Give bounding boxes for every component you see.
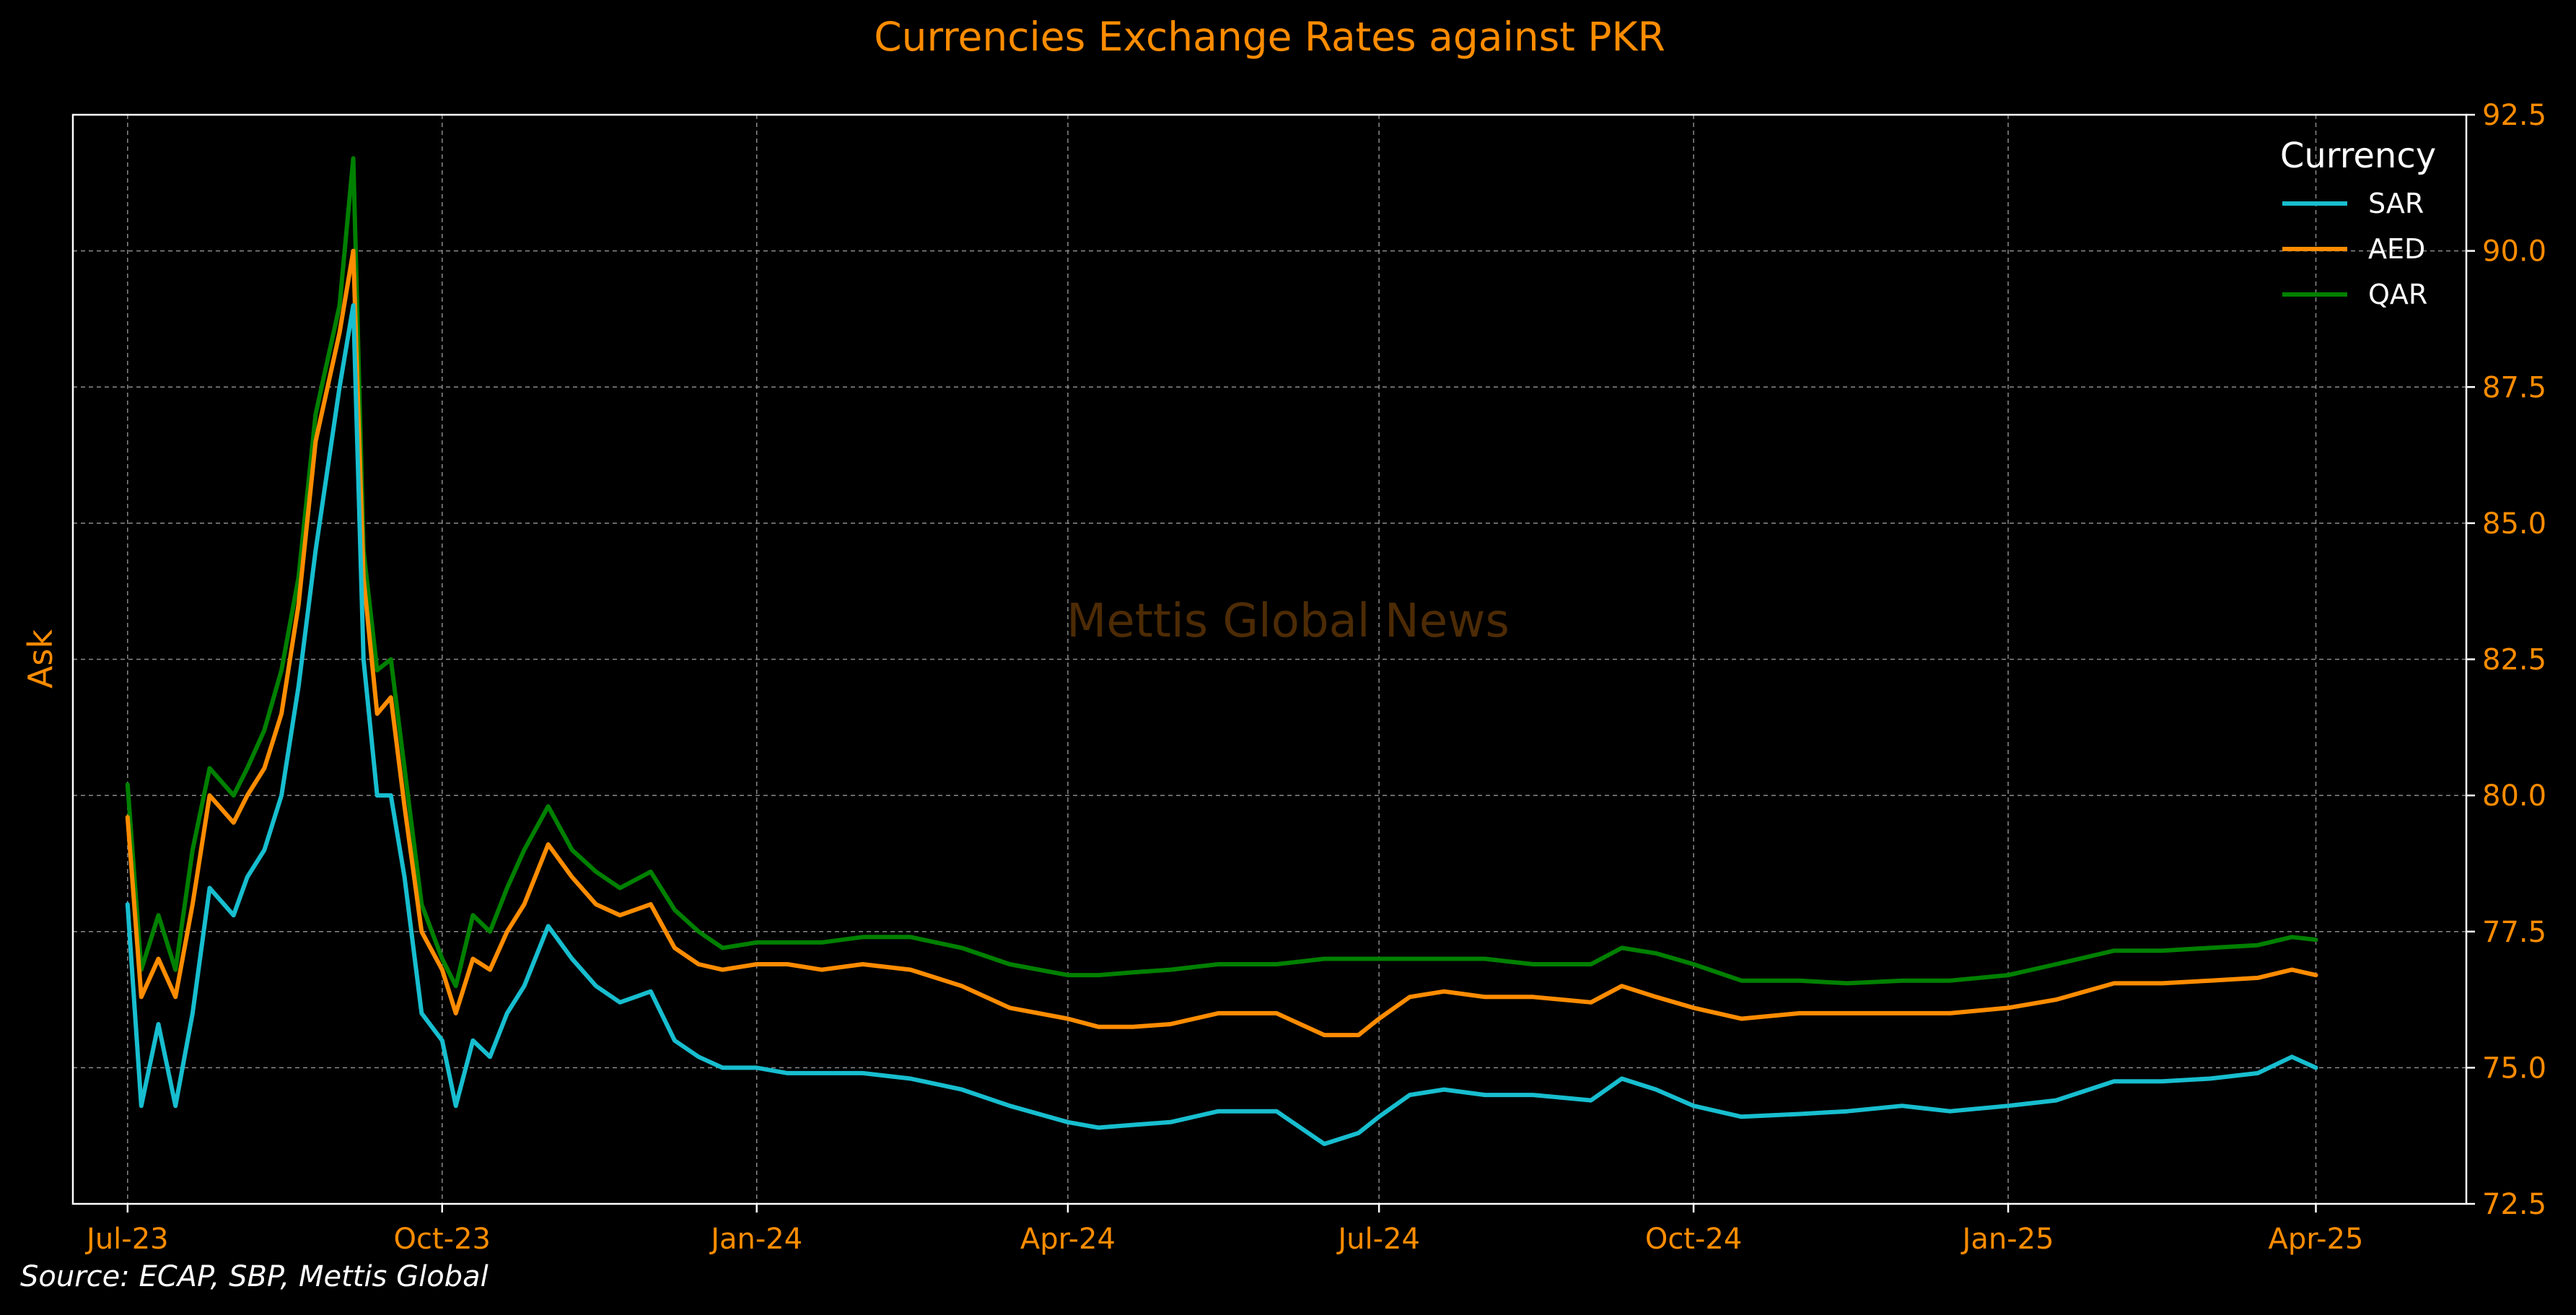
y-tick-label: 80.0 <box>2482 779 2546 813</box>
y-tick-label: 82.5 <box>2482 644 2546 677</box>
legend-label-aed: AED <box>2368 233 2425 265</box>
legend: Currency SAR AED QAR <box>2280 136 2436 310</box>
y-axis-label: Ask <box>21 629 60 689</box>
y-tick-label: 72.5 <box>2482 1188 2546 1221</box>
series-line-qar <box>125 156 2318 989</box>
y-tick-label: 87.5 <box>2482 371 2546 404</box>
y-tick-label: 75.0 <box>2482 1052 2546 1085</box>
x-tick-label: Apr-25 <box>2269 1223 2364 1256</box>
y-tick-label: 90.0 <box>2482 235 2546 268</box>
x-axis-ticks: Jul-23 Oct-23 Jan-24 Apr-24 Jul-24 Oct-24 Jan-… <box>84 1204 2363 1256</box>
x-tick-label: Oct-24 <box>1645 1223 1743 1256</box>
x-tick-label: Apr-24 <box>1020 1223 1116 1256</box>
source-note: Source: ECAP, SBP, Mettis Global <box>20 1260 489 1293</box>
legend-title: Currency <box>2280 136 2436 176</box>
y-tick-label: 92.5 <box>2482 99 2546 132</box>
x-tick-label: Jul-23 <box>84 1223 169 1256</box>
watermark-text: Mettis Global News <box>1066 595 1510 648</box>
series-line-sar <box>125 303 2318 1146</box>
series-line-aed <box>125 248 2318 1038</box>
x-tick-label: Jan-24 <box>709 1223 802 1256</box>
y-axis-ticks: 72.5 75.0 77.5 80.0 82.5 85.0 87.5 90.0 92.5 <box>2466 99 2546 1221</box>
series-lines <box>125 156 2318 1146</box>
chart-title: Currencies Exchange Rates against PKR <box>874 14 1665 60</box>
x-tick-label: Jan-25 <box>1961 1223 2054 1256</box>
y-tick-label: 85.0 <box>2482 507 2546 541</box>
x-tick-label: Jul-24 <box>1336 1223 1420 1256</box>
legend-label-qar: QAR <box>2368 279 2427 310</box>
y-tick-label: 77.5 <box>2482 916 2546 949</box>
legend-label-sar: SAR <box>2368 188 2424 219</box>
x-tick-label: Oct-23 <box>394 1223 491 1256</box>
